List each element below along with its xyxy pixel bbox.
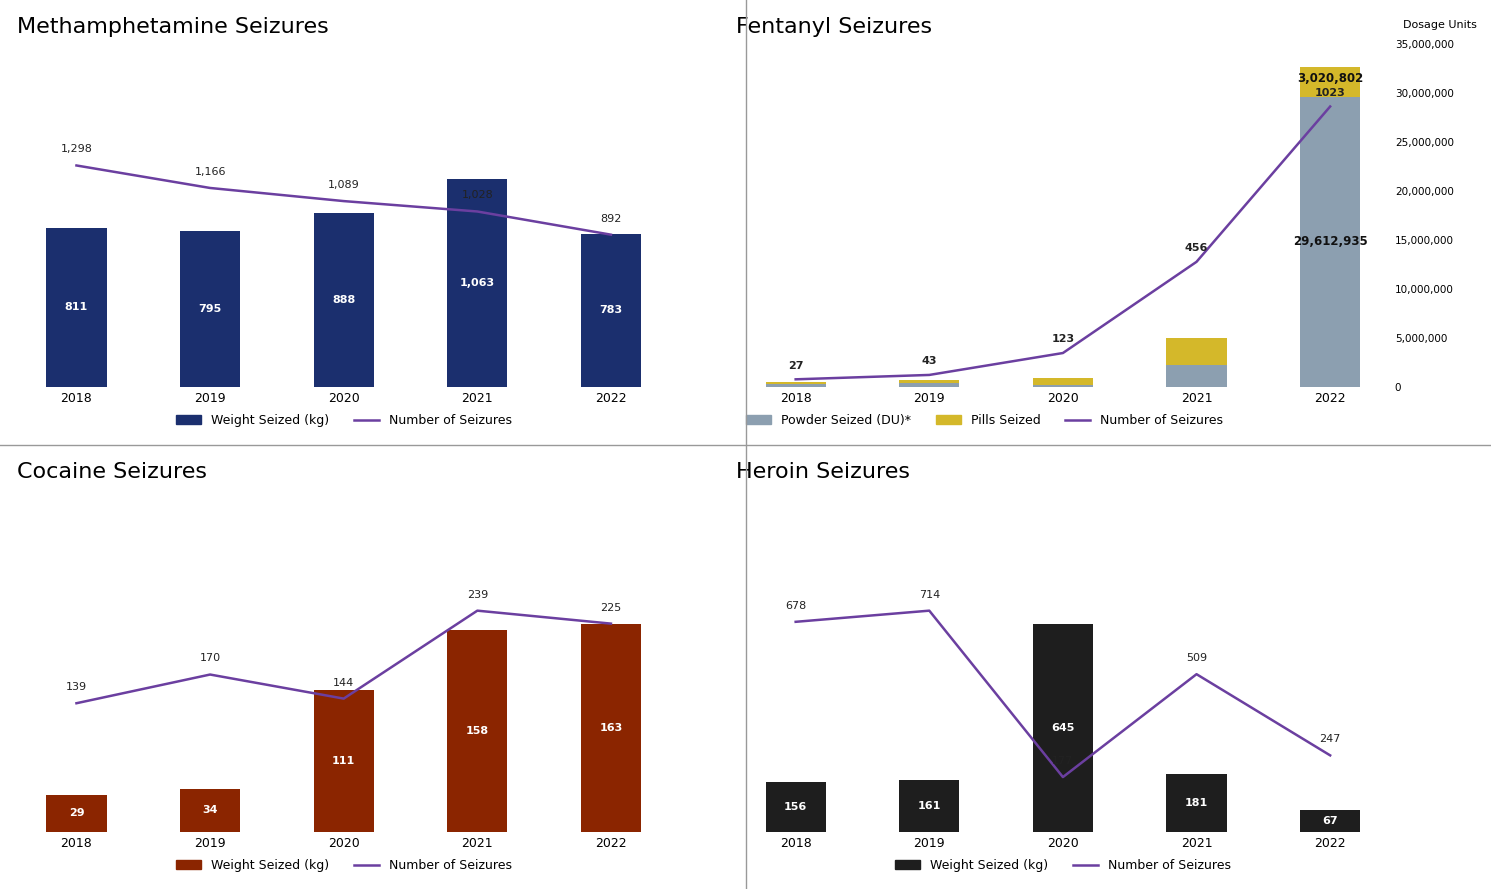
Text: 156: 156 — [784, 802, 807, 812]
Bar — [1300, 67, 1360, 97]
Text: 678: 678 — [786, 601, 807, 611]
Bar — [1033, 385, 1093, 387]
Text: 888: 888 — [332, 295, 355, 305]
Bar — [1300, 810, 1360, 832]
Bar — [581, 624, 641, 832]
Legend: Weight Seized (kg), Number of Seizures: Weight Seized (kg), Number of Seizures — [170, 409, 517, 432]
Text: 177: 177 — [1053, 756, 1074, 766]
Text: 795: 795 — [198, 304, 222, 314]
Bar — [1033, 378, 1093, 385]
Bar — [313, 691, 374, 832]
Bar — [899, 383, 959, 387]
Text: 181: 181 — [1185, 797, 1208, 808]
Text: 123: 123 — [1051, 334, 1075, 344]
Bar — [765, 781, 826, 832]
Text: 783: 783 — [599, 305, 623, 316]
Bar — [46, 795, 106, 832]
Bar — [180, 789, 240, 832]
Legend: Weight Seized (kg), Number of Seizures: Weight Seized (kg), Number of Seizures — [890, 854, 1236, 877]
Text: Heroin Seizures: Heroin Seizures — [737, 462, 910, 482]
Text: 811: 811 — [64, 302, 88, 312]
Text: 1,028: 1,028 — [461, 190, 494, 200]
Text: Methamphetamine Seizures: Methamphetamine Seizures — [16, 17, 328, 36]
Text: 67: 67 — [1323, 816, 1337, 826]
Bar — [180, 231, 240, 387]
Text: 170: 170 — [200, 653, 221, 663]
Bar — [899, 780, 959, 832]
Text: 43: 43 — [921, 356, 936, 366]
Text: 163: 163 — [599, 723, 623, 733]
Bar — [765, 381, 826, 384]
Bar — [447, 630, 507, 832]
Text: 456: 456 — [1185, 244, 1208, 253]
Text: 3,020,802: 3,020,802 — [1297, 72, 1363, 85]
Text: 892: 892 — [601, 213, 622, 224]
Text: 1,063: 1,063 — [459, 277, 495, 288]
Text: 34: 34 — [203, 805, 218, 815]
Bar — [899, 380, 959, 383]
Text: 645: 645 — [1051, 723, 1075, 733]
Text: 111: 111 — [332, 757, 355, 766]
Bar — [1166, 365, 1227, 387]
Text: 1,298: 1,298 — [61, 144, 92, 155]
Bar — [1166, 338, 1227, 365]
Text: 1,089: 1,089 — [328, 180, 359, 190]
Text: 161: 161 — [917, 801, 941, 811]
Bar — [1033, 624, 1093, 832]
Text: 509: 509 — [1185, 653, 1208, 663]
Bar — [765, 384, 826, 387]
Text: 29,612,935: 29,612,935 — [1293, 235, 1367, 248]
Legend: Weight Seized (kg), Number of Seizures: Weight Seized (kg), Number of Seizures — [170, 854, 517, 877]
Text: Cocaine Seizures: Cocaine Seizures — [16, 462, 207, 482]
Bar — [1166, 773, 1227, 832]
Bar — [46, 228, 106, 387]
Text: 27: 27 — [787, 361, 804, 371]
Text: 225: 225 — [601, 603, 622, 613]
Text: 714: 714 — [918, 589, 939, 599]
Bar — [1300, 97, 1360, 387]
Text: 158: 158 — [465, 726, 489, 736]
Text: 144: 144 — [332, 677, 355, 687]
Text: 1023: 1023 — [1315, 88, 1345, 98]
Text: Fentanyl Seizures: Fentanyl Seizures — [737, 17, 932, 36]
Text: 239: 239 — [467, 589, 488, 599]
Text: Dosage Units: Dosage Units — [1403, 20, 1478, 30]
Text: 139: 139 — [66, 682, 86, 693]
Text: 1,166: 1,166 — [194, 167, 225, 177]
Bar — [313, 213, 374, 387]
Bar — [447, 179, 507, 387]
Text: 29: 29 — [69, 808, 85, 819]
Text: 247: 247 — [1320, 734, 1340, 744]
Bar — [581, 234, 641, 387]
Legend: Powder Seized (DU)*, Pills Seized, Number of Seizures: Powder Seized (DU)*, Pills Seized, Numbe… — [741, 409, 1229, 432]
